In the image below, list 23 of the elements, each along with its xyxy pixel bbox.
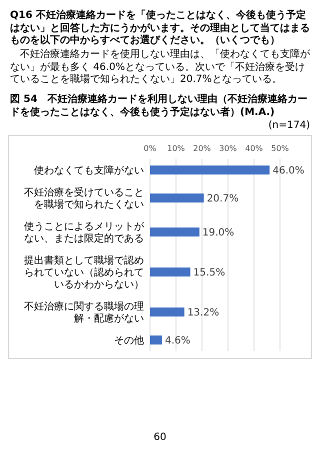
y-tick-label: 不妊治療を受けていることを職場で知られたくない [24, 186, 144, 210]
annotation: Q16 不妊治療連絡カードを「使ったことはなく、今後も使う予定はない」と回答した方にうかがいます。その理由として当てはまるものを以下の中からすべてお選びください。（いくつでも） [10, 10, 310, 48]
x-tick-label: 30% [219, 144, 238, 153]
data-label: 46.0% [272, 166, 304, 176]
y-tick-label: その他 [114, 334, 144, 346]
y-tick-label: 不妊治療に関する職場の理解・配慮がない [24, 300, 144, 324]
data-label: 20.7% [206, 194, 239, 204]
y-tick-label: 使わなくても支障がない [34, 164, 144, 176]
x-tick-label: 20% [193, 144, 212, 153]
data-label: 13.2% [187, 308, 220, 318]
x-tick-label: 10% [167, 144, 186, 153]
annotation: 不妊治療連絡カードを使用しない理由は、「使わなくても支障がない」が最も多く 46.0%となっている。次いで「不妊治療を受けていることを職場で知られたくない」20.7%となっている。 [10, 49, 310, 86]
title: 図 54 不妊治療連絡カードを利用しない理由（不妊治療連絡カードを使ったことはなく、今後も使う予定はない者）(M.A.) [10, 94, 308, 119]
data-label: 19.0% [202, 228, 234, 238]
data-label: 15.5% [193, 268, 226, 278]
x-tick-label: 0% [144, 144, 157, 153]
x-tick-label: 50% [271, 144, 290, 153]
annotation: 60 [152, 432, 168, 444]
x-tick-label: 40% [245, 144, 264, 153]
y-tick-label: 使うことによるメリットがない、または限定的である [24, 222, 145, 244]
data-label: 4.6% [164, 336, 190, 346]
annotation: (n=174) [268, 120, 310, 132]
y-tick-label: 提出書類として職場で認められていない（認められているかわからない） [24, 254, 144, 290]
